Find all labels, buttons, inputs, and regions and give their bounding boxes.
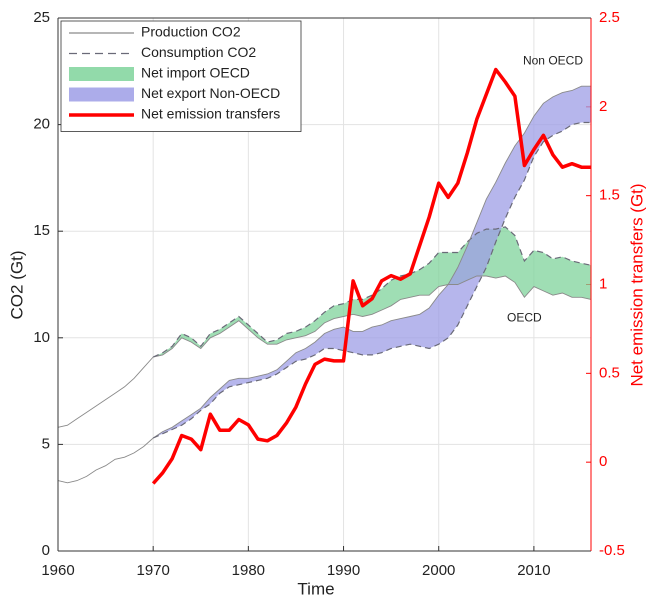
transfer-line <box>151 67 591 485</box>
y2-axis-label: Net emission transfers (Gt) <box>627 183 646 386</box>
legend-swatch <box>69 67 134 81</box>
annotation: Non OECD <box>523 53 583 67</box>
y2-tick-label: 0.5 <box>599 364 620 381</box>
consumption-line <box>152 121 591 439</box>
annotation: OECD <box>507 310 542 324</box>
y-tick-label: 10 <box>33 329 50 346</box>
production-line <box>57 85 591 484</box>
x-tick-label: 1960 <box>41 562 74 579</box>
y-axis-label: CO2 (Gt) <box>7 251 26 320</box>
y2-tick-label: 1.5 <box>599 187 620 204</box>
y2-tick-label: 1 <box>599 275 607 292</box>
legend-swatch <box>69 87 134 102</box>
band <box>153 86 591 438</box>
legend-label: Consumption CO2 <box>141 44 256 60</box>
y2-tick-label: 0 <box>599 453 607 470</box>
y-tick-label: 5 <box>42 435 50 452</box>
y2-tick-label: -0.5 <box>599 542 625 559</box>
y-tick-label: 15 <box>33 222 50 239</box>
x-axis-label: Time <box>297 579 334 598</box>
x-tick-label: 1970 <box>136 562 169 579</box>
y2-tick-label: 2 <box>599 98 607 115</box>
y2-tick-label: 2.5 <box>599 9 620 26</box>
x-tick-label: 1990 <box>327 562 360 579</box>
y-tick-label: 0 <box>42 542 50 559</box>
legend-label: Net emission transfers <box>141 106 280 122</box>
y-tick-label: 20 <box>33 116 50 133</box>
legend-label: Net export Non-OECD <box>141 85 280 101</box>
legend-label: Production CO2 <box>141 24 241 40</box>
y-tick-label: 25 <box>33 9 50 26</box>
x-tick-label: 2010 <box>517 562 550 579</box>
x-tick-label: 2000 <box>422 562 455 579</box>
legend-label: Net import OECD <box>141 65 250 81</box>
production-line <box>57 275 592 428</box>
x-tick-label: 1980 <box>232 562 265 579</box>
